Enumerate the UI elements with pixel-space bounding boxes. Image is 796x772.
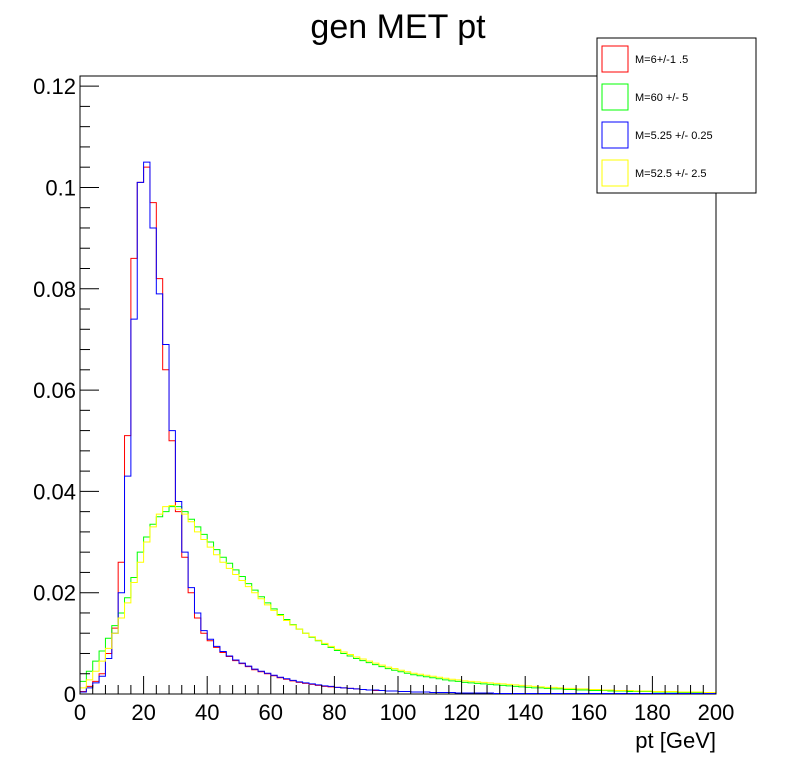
x-tick-label: 80 [322, 700, 346, 725]
legend-entry-label: M=52.5 +/- 2.5 [635, 168, 707, 180]
series-line-2 [79, 506, 717, 694]
y-tick-label: 0.06 [33, 378, 76, 403]
y-tick-label: 0.12 [33, 74, 76, 99]
legend-entry-label: M=5.25 +/- 0.25 [635, 130, 713, 142]
x-tick-label: 0 [74, 700, 86, 725]
x-tick-label: 180 [634, 700, 671, 725]
y-tick-label: 0 [64, 682, 76, 707]
x-tick-label: 20 [131, 700, 155, 725]
chart-title: gen MET pt [310, 8, 486, 46]
legend: M=6+/-1 .5 M=60 +/- 5 M=5.25 +/- 0.25 M=52.… [596, 37, 757, 194]
axes: 0 20 40 60 80 100 120 140 160 180 200 0 0.02 0.04 0.06… [33, 74, 734, 725]
y-tick-label: 0.02 [33, 581, 76, 606]
y-tick-label: 0.04 [33, 479, 76, 504]
legend-swatch [601, 121, 629, 149]
x-tick-label: 120 [443, 700, 480, 725]
y-tick-label: 0.1 [45, 175, 76, 200]
x-tick-label: 100 [380, 700, 417, 725]
x-tick-label: 160 [570, 700, 607, 725]
legend-swatch [601, 83, 629, 111]
x-axis-title: pt [GeV] [635, 728, 716, 753]
y-tick-label: 0.08 [33, 277, 76, 302]
x-tick-label: 200 [698, 700, 735, 725]
x-tick-label: 40 [195, 700, 219, 725]
x-tick-label: 140 [507, 700, 544, 725]
legend-swatch [601, 159, 629, 187]
legend-box [596, 37, 757, 194]
legend-entry-label: M=6+/-1 .5 [635, 54, 688, 66]
legend-swatch [601, 45, 629, 73]
x-tick-label: 60 [259, 700, 283, 725]
legend-entry-label: M=60 +/- 5 [635, 92, 688, 104]
